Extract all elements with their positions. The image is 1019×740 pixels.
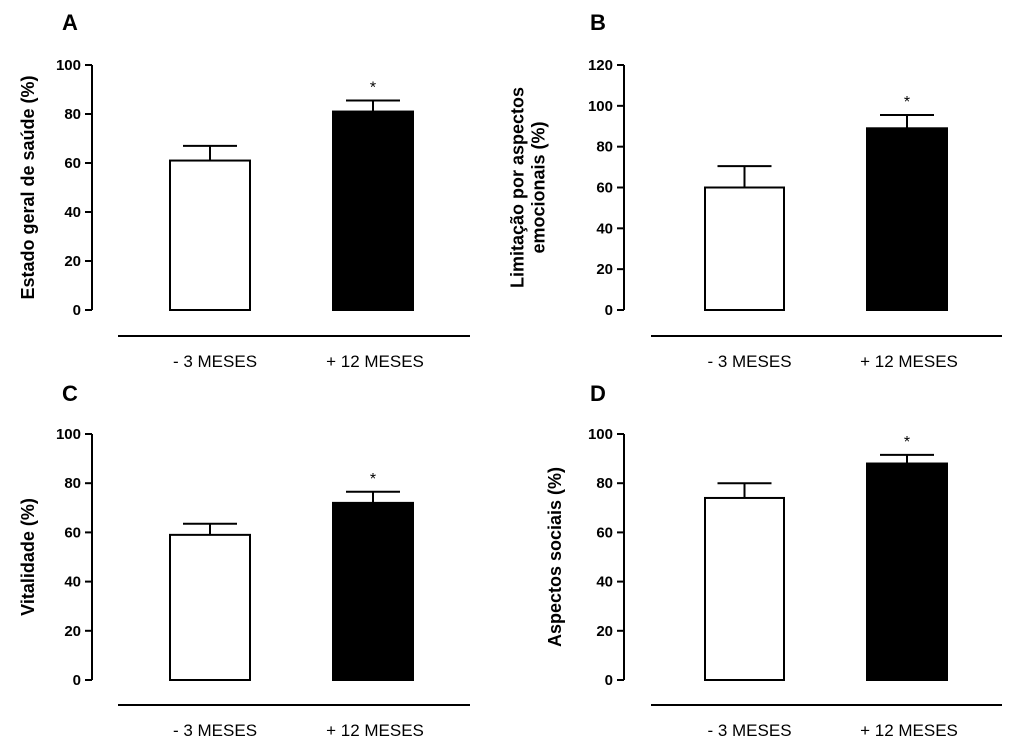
y-axis-label: emocionais (%) bbox=[529, 121, 549, 253]
bar bbox=[332, 110, 414, 311]
panel-letter: A bbox=[62, 10, 78, 35]
y-tick-label: 40 bbox=[596, 220, 613, 237]
y-tick-label: 60 bbox=[64, 524, 81, 541]
bar bbox=[332, 501, 414, 681]
bar bbox=[169, 533, 251, 681]
y-tick-label: 120 bbox=[588, 57, 613, 74]
x-category-label: - 3 MESES bbox=[173, 352, 257, 371]
x-category-label: + 12 MESES bbox=[326, 352, 424, 371]
y-tick-label: 20 bbox=[64, 253, 81, 270]
y-tick-label: 20 bbox=[596, 261, 613, 278]
x-category-label: - 3 MESES bbox=[707, 721, 791, 740]
y-tick-label: 40 bbox=[64, 574, 81, 591]
x-category-label: - 3 MESES bbox=[173, 721, 257, 740]
y-axis-label: Aspectos sociais (%) bbox=[545, 467, 565, 647]
chart-panel-a: A 0 20 40 60 80 100 Estado geral de saúde (%) - … bbox=[18, 10, 470, 371]
y-tick-label: 20 bbox=[64, 623, 81, 640]
bar bbox=[866, 462, 948, 681]
y-tick-label: 60 bbox=[596, 180, 613, 197]
y-axis-label: Limitação por aspectos bbox=[508, 87, 528, 288]
y-axis-label: Estado geral de saúde (%) bbox=[18, 75, 38, 299]
y-tick-label: 60 bbox=[596, 524, 613, 541]
x-category-label: + 12 MESES bbox=[326, 721, 424, 740]
y-tick-label: 0 bbox=[605, 672, 613, 689]
panel-letter: B bbox=[590, 10, 606, 35]
bar bbox=[866, 127, 948, 311]
bar bbox=[704, 496, 785, 681]
y-tick-label: 80 bbox=[64, 106, 81, 123]
chart-panel-c: C 0 20 40 60 80 100 Vitalidade (%) - 3 MESES * + 1… bbox=[18, 381, 470, 740]
y-tick-label: 0 bbox=[73, 672, 81, 689]
significance-marker: * bbox=[904, 434, 910, 451]
y-tick-label: 100 bbox=[588, 426, 613, 443]
chart-panel-d: D 0 20 40 60 80 100 Aspectos sociais (%) - 3 MES… bbox=[545, 381, 1002, 740]
significance-marker: * bbox=[370, 471, 376, 488]
y-tick-label: 80 bbox=[64, 475, 81, 492]
y-axis-label: Vitalidade (%) bbox=[18, 498, 38, 616]
y-tick-label: 0 bbox=[605, 302, 613, 319]
y-tick-label: 40 bbox=[64, 204, 81, 221]
significance-marker: * bbox=[370, 80, 376, 97]
y-tick-label: 100 bbox=[56, 57, 81, 74]
y-tick-label: 20 bbox=[596, 623, 613, 640]
y-tick-label: 60 bbox=[64, 155, 81, 172]
y-tick-label: 100 bbox=[588, 98, 613, 115]
bar bbox=[169, 159, 251, 311]
significance-marker: * bbox=[904, 94, 910, 111]
chart-panel-b: B 0 20 40 60 80 100 120 Limitação por aspectos em… bbox=[508, 10, 1002, 371]
bar bbox=[704, 186, 785, 311]
panel-letter: D bbox=[590, 381, 606, 406]
x-category-label: - 3 MESES bbox=[707, 352, 791, 371]
y-tick-label: 80 bbox=[596, 139, 613, 156]
y-tick-label: 40 bbox=[596, 574, 613, 591]
y-tick-label: 100 bbox=[56, 426, 81, 443]
x-category-label: + 12 MESES bbox=[860, 721, 958, 740]
panel-letter: C bbox=[62, 381, 78, 406]
y-tick-label: 80 bbox=[596, 475, 613, 492]
y-tick-label: 0 bbox=[73, 302, 81, 319]
x-category-label: + 12 MESES bbox=[860, 352, 958, 371]
